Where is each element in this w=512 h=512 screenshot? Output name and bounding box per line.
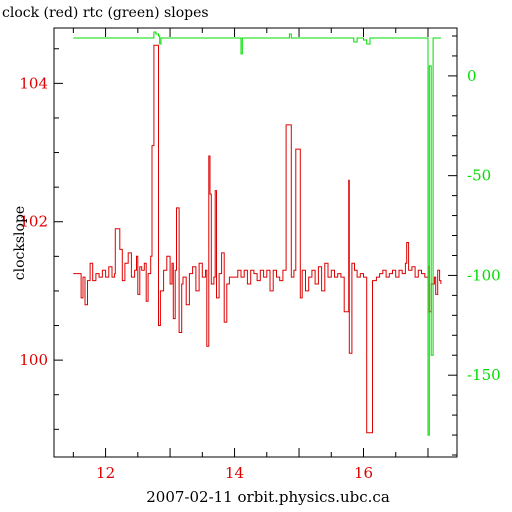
x-tick-label: 12 xyxy=(96,464,115,482)
y-tick-label-right: -100 xyxy=(467,266,501,284)
y-tick-label-right: 0 xyxy=(467,67,477,85)
x-axis-label: 2007-02-11 orbit.physics.ubc.ca xyxy=(146,488,390,506)
plot-frame xyxy=(53,27,458,458)
series-layer xyxy=(73,31,442,436)
y-tick-label-right: -150 xyxy=(467,366,501,384)
x-tick-label: 14 xyxy=(225,464,244,482)
axes-layer: 12 14 16 100 102 104 0 -50 -100 -150 xyxy=(19,28,501,482)
y-tick-label-right: -50 xyxy=(467,167,491,185)
y-tick-label-left: 104 xyxy=(19,74,48,92)
y-tick-label-left: 100 xyxy=(19,351,48,369)
series-line-clock xyxy=(73,44,442,434)
y-tick-label-left: 102 xyxy=(19,213,48,231)
y-axis-label: clockslope xyxy=(12,206,28,280)
chart-title: clock (red) rtc (green) slopes xyxy=(2,5,209,21)
x-tick-label: 16 xyxy=(354,464,373,482)
series-line-rtc xyxy=(73,31,441,436)
